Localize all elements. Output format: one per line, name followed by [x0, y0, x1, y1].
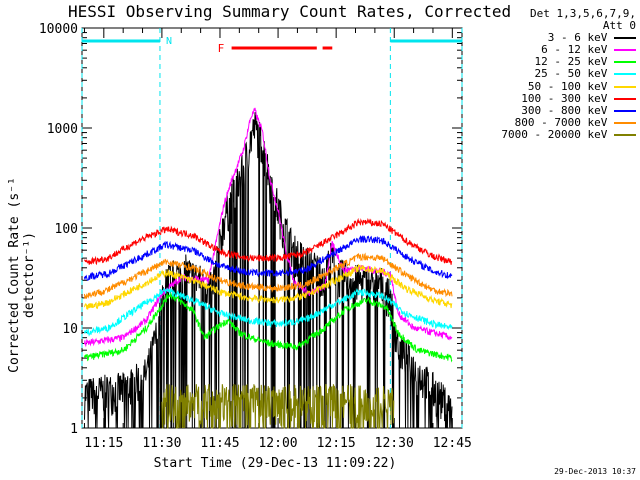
legend-label: 3 - 6 keV	[547, 31, 614, 45]
legend-header-2: Att 0	[602, 19, 636, 33]
flare-label: F	[218, 42, 225, 55]
x-tick-label: 11:45	[200, 436, 239, 451]
legend-item: 6 - 12 keV	[480, 44, 636, 56]
legend-label: 800 - 7000 keV	[514, 115, 614, 129]
legend-swatch	[614, 61, 636, 64]
legend-label: 6 - 12 keV	[541, 43, 614, 57]
night-label: N	[166, 36, 172, 47]
timestamp: 29-Dec-2013 10:37	[554, 467, 636, 476]
legend-swatch	[614, 109, 636, 112]
legend-item: 300 - 800 keV	[480, 103, 636, 117]
series-line	[84, 252, 453, 299]
legend-swatch	[614, 121, 636, 124]
legend-swatch	[614, 97, 636, 100]
legend-label: 50 - 100 keV	[527, 79, 614, 93]
legend-item: 25 - 50 keV	[480, 68, 636, 80]
legend: Det 1,3,5,6,7,9, Att 0 3 - 6 keV 6 - 12 …	[480, 7, 636, 141]
x-tick-label: 11:15	[84, 436, 123, 451]
series-line	[84, 107, 453, 348]
legend-swatch	[614, 49, 636, 52]
legend-swatch	[614, 85, 636, 88]
y-axis-label: Corrected Count Rate (s⁻¹ detector⁻¹)	[7, 177, 37, 373]
y-tick-label: 1	[70, 422, 78, 437]
x-tick-label: 12:15	[317, 436, 356, 451]
y-tick-label: 10	[62, 322, 78, 337]
series-line	[84, 292, 453, 363]
legend-item: 12 - 25 keV	[480, 56, 636, 68]
x-tick-label: 12:45	[433, 436, 472, 451]
legend-swatch	[614, 37, 636, 40]
series-line	[161, 383, 395, 429]
legend-swatch	[614, 133, 636, 136]
legend-header-1: Det 1,3,5,6,7,9,	[530, 7, 636, 20]
legend-label: 7000 - 20000 keV	[501, 127, 614, 141]
series-line	[84, 263, 453, 310]
legend-swatch	[614, 73, 636, 76]
series-line	[84, 287, 453, 337]
legend-item: 7000 - 20000 keV	[480, 127, 636, 141]
series-line	[84, 217, 453, 266]
legend-label: 12 - 25 keV	[534, 55, 614, 69]
legend-item: 50 - 100 keV	[480, 79, 636, 93]
x-tick-label: 12:00	[258, 436, 297, 451]
y-tick-label: 1000	[47, 122, 78, 137]
x-tick-label: 12:30	[375, 436, 414, 451]
x-tick-label: 11:30	[142, 436, 181, 451]
series-line	[84, 235, 453, 281]
chart-title: HESSI Observing Summary Count Rates, Cor…	[68, 2, 512, 21]
legend-item: 100 - 300 keV	[480, 91, 636, 105]
y-tick-label: 10000	[39, 22, 78, 37]
legend-item: 3 - 6 keV	[480, 32, 636, 44]
legend-label: 25 - 50 keV	[534, 67, 614, 81]
legend-item: 800 - 7000 keV	[480, 115, 636, 129]
legend-label: 300 - 800 keV	[521, 103, 614, 117]
x-axis-label: Start Time (29-Dec-13 11:09:22)	[153, 456, 397, 471]
legend-label: 100 - 300 keV	[521, 91, 614, 105]
series-line	[84, 112, 453, 429]
y-tick-label: 100	[55, 222, 78, 237]
